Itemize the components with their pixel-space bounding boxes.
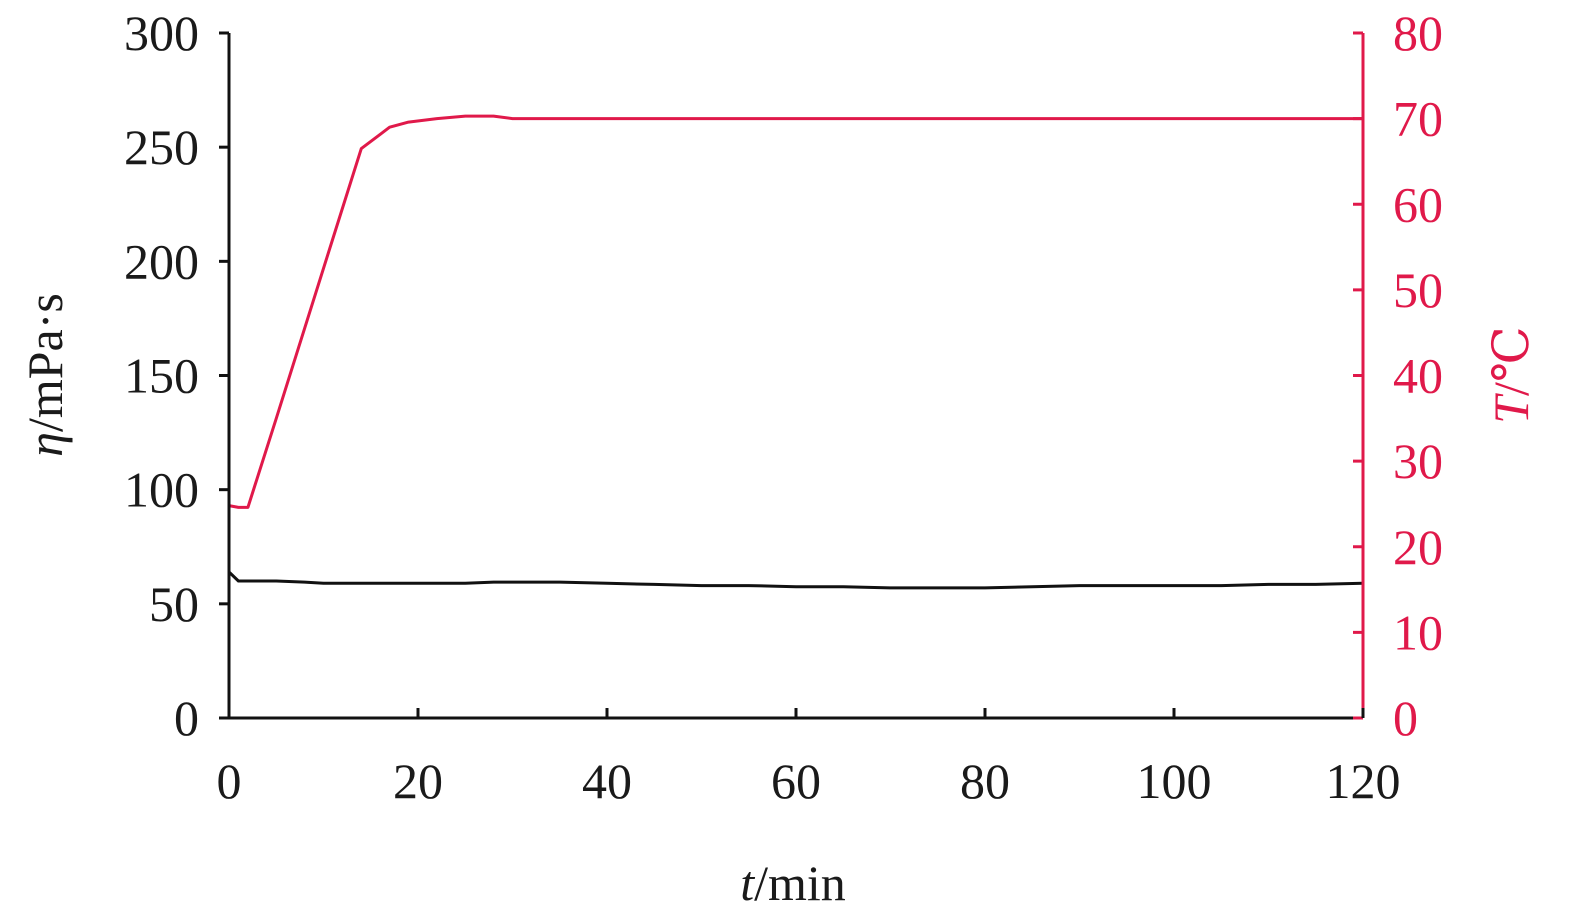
series-line-viscosity bbox=[227, 570, 1364, 590]
y-left-tick-label: 150 bbox=[124, 348, 199, 404]
y-left-tick-label: 50 bbox=[149, 576, 199, 632]
y-right-tick-label: 70 bbox=[1393, 91, 1443, 147]
x-tick-label: 80 bbox=[960, 753, 1010, 809]
x-tick-label: 0 bbox=[217, 753, 242, 809]
y-left-tick-label: 0 bbox=[174, 690, 199, 746]
y-left-tick-label: 250 bbox=[124, 119, 199, 175]
x-tick-label: 60 bbox=[771, 753, 821, 809]
x-axis-title-unit: /min bbox=[754, 855, 846, 911]
y-right-tick-label: 30 bbox=[1393, 433, 1443, 489]
x-axis-title-symbol: t bbox=[740, 855, 755, 911]
y-right-tick-label: 50 bbox=[1393, 262, 1443, 318]
plot-series-group bbox=[227, 114, 1364, 590]
y-left-tick-label: 200 bbox=[124, 233, 199, 289]
y-right-tick-label: 40 bbox=[1393, 348, 1443, 404]
y-right-tick-label: 0 bbox=[1393, 690, 1418, 746]
series-line-temperature bbox=[228, 114, 1363, 509]
y-right-tick-label: 60 bbox=[1393, 176, 1443, 232]
y-axis-left-title-symbol: η bbox=[17, 432, 73, 457]
y-right-tick-label: 80 bbox=[1393, 5, 1443, 61]
y-axis-left-title: η/mPa·s bbox=[17, 293, 73, 457]
x-tick-label: 120 bbox=[1326, 753, 1401, 809]
x-tick-label: 40 bbox=[582, 753, 632, 809]
y-axis-left-title-unit: /mPa·s bbox=[17, 293, 73, 432]
x-tick-label: 100 bbox=[1137, 753, 1212, 809]
y-left-tick-label: 100 bbox=[124, 462, 199, 518]
y-axis-right-title-symbol: T bbox=[1483, 393, 1539, 424]
y-left-tick-label: 300 bbox=[124, 5, 199, 61]
axes-group bbox=[227, 33, 1365, 720]
y-right-tick-label: 20 bbox=[1393, 519, 1443, 575]
y-axis-right-title-unit: /℃ bbox=[1483, 326, 1539, 396]
y-axis-right-title: T/℃ bbox=[1483, 326, 1539, 424]
y-right-tick-label: 10 bbox=[1393, 604, 1443, 660]
ticks-group: 0 50 100 150 200 250 300 0 10 20 30 40 50 60 70 80 0 20 40… bbox=[124, 5, 1443, 809]
x-axis-title: t/min bbox=[740, 855, 846, 911]
x-tick-label: 20 bbox=[393, 753, 443, 809]
